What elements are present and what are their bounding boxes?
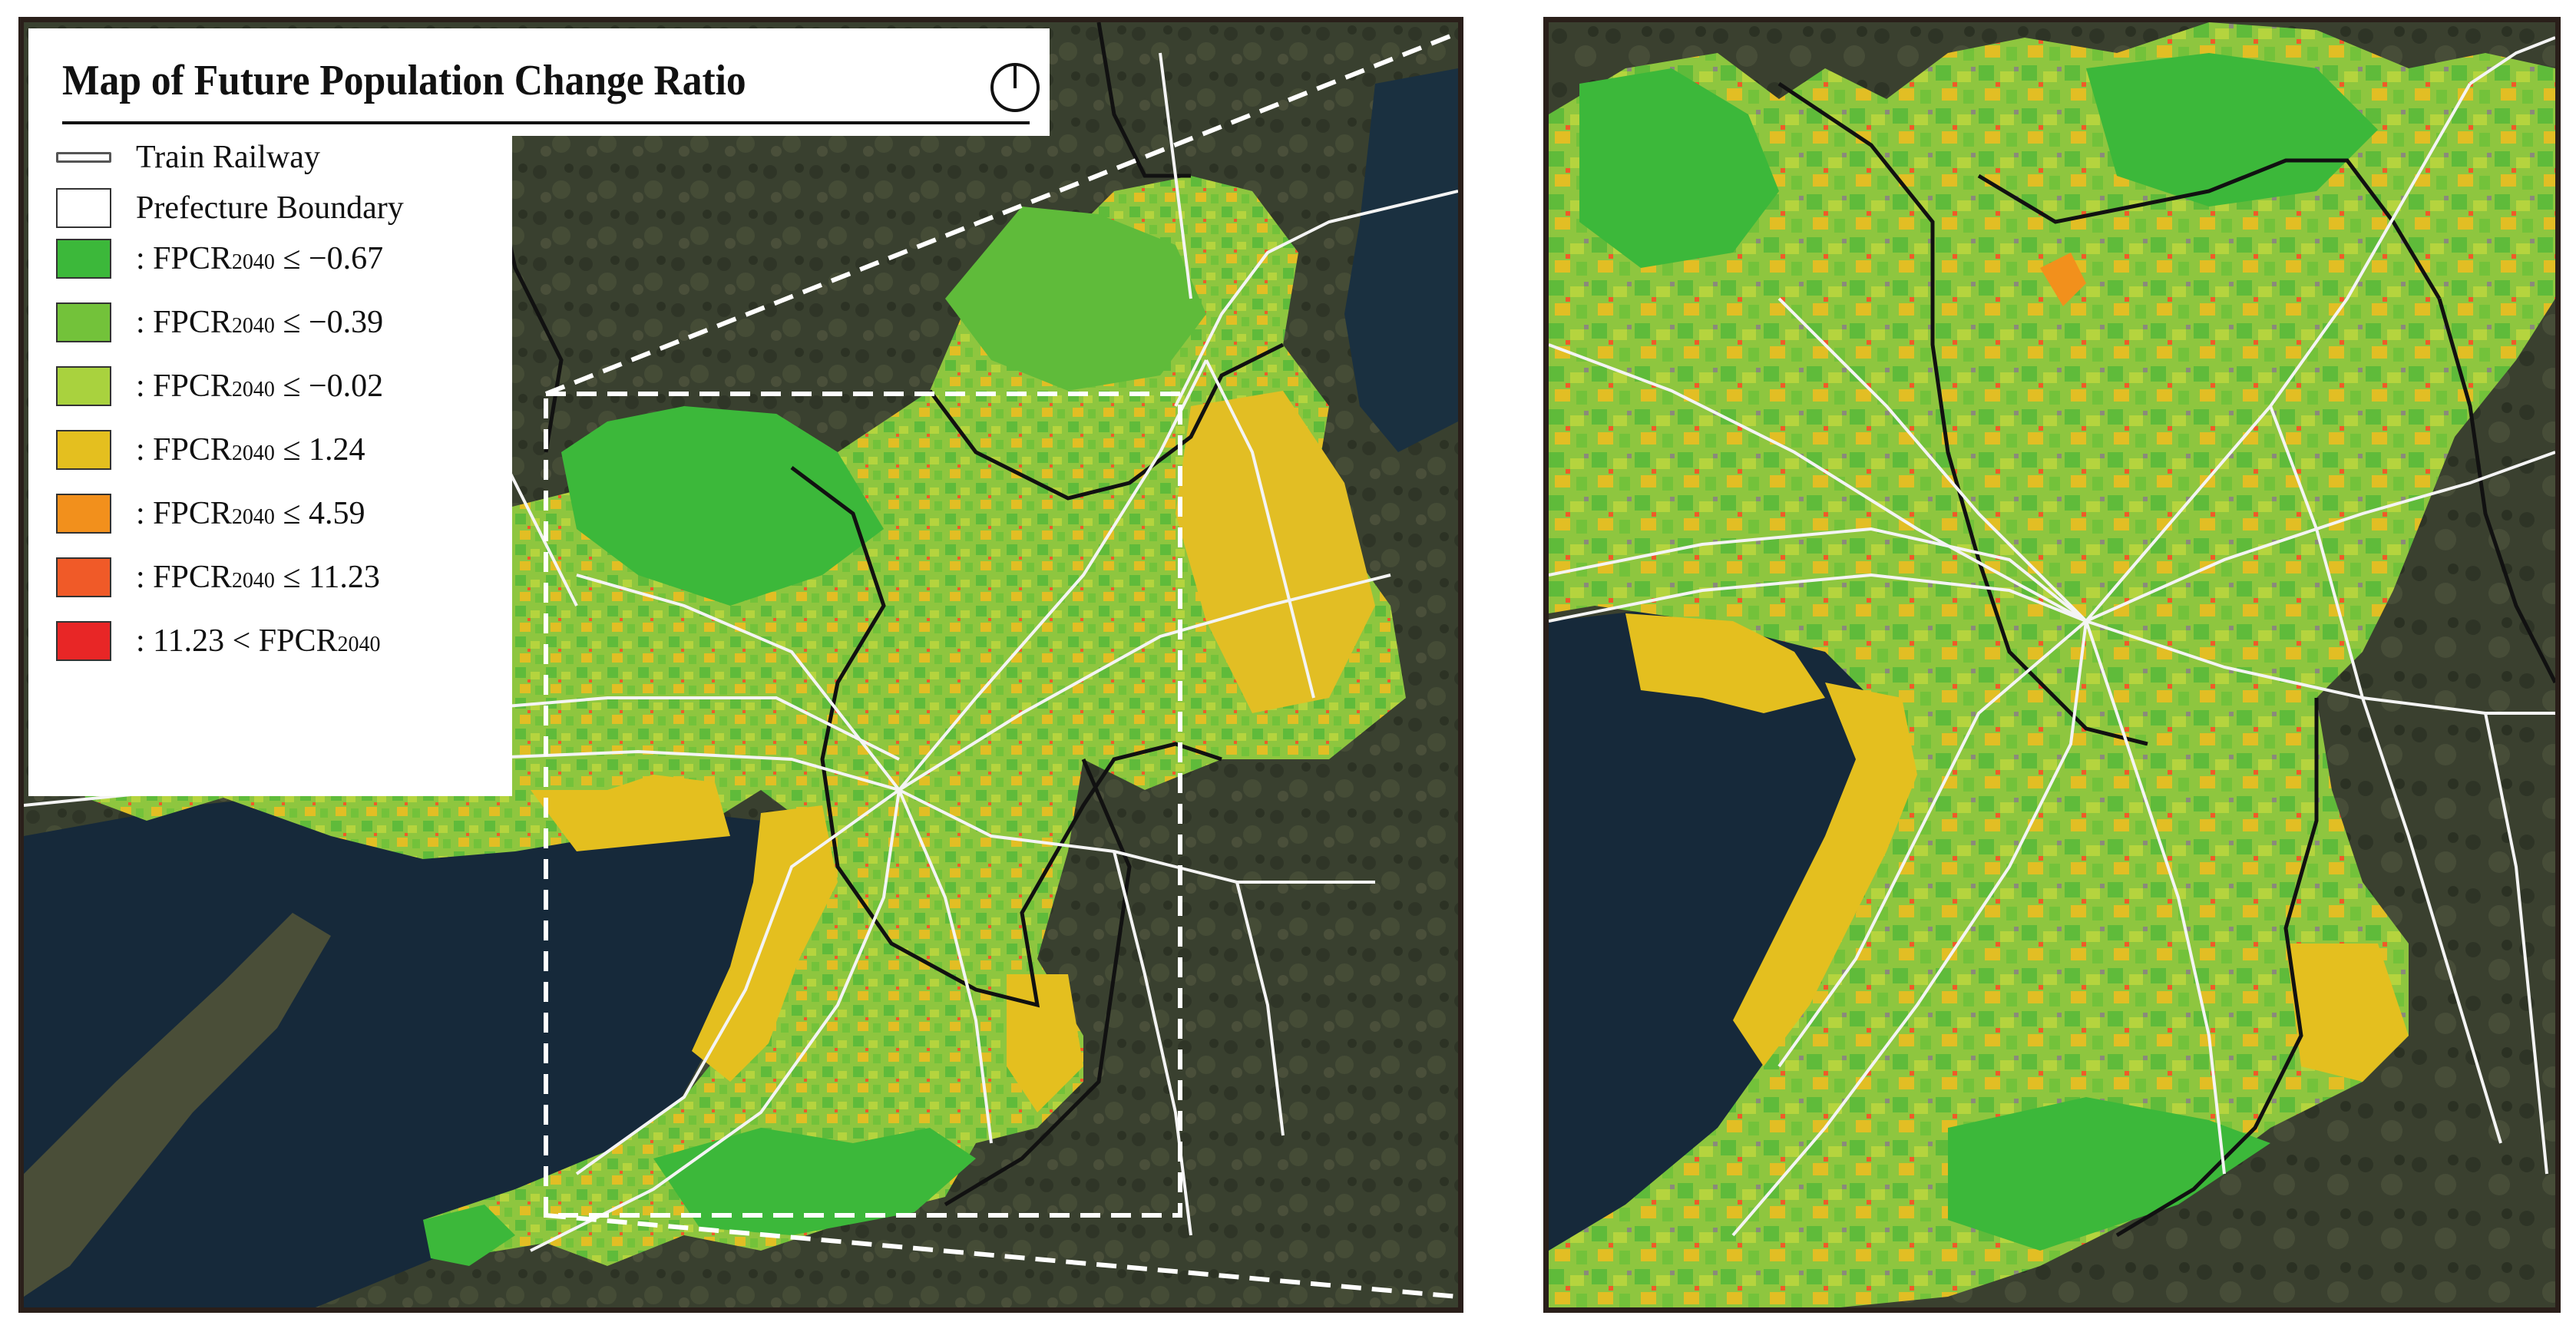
green-tip (423, 1205, 515, 1266)
detail-train-railways (1549, 36, 2555, 1237)
zoom-extent-box (544, 392, 1182, 1218)
legend-label: : FPCR2040 ≤ −0.39 (136, 305, 384, 340)
legend-item: : FPCR2040 ≤ −0.67 (56, 236, 383, 282)
prefecture-boundaries (482, 22, 1285, 1207)
detail-green-south (1948, 1097, 2270, 1251)
compass-icon (990, 63, 1040, 112)
railway-line-icon (56, 152, 111, 163)
yellow-coast (692, 805, 838, 1082)
yellow-zone-northeast (1176, 391, 1375, 713)
color-swatch (56, 302, 111, 342)
map-legend: Map of Future Population Change Ratio Tr… (28, 28, 1050, 796)
legend-label: Train Railway (136, 140, 320, 175)
detail-map-panel[interactable] (1543, 17, 2561, 1313)
color-swatch (56, 494, 111, 534)
legend-label: : FPCR2040 ≤ −0.67 (136, 241, 384, 276)
map-title: Map of Future Population Change Ratio (62, 57, 746, 104)
detail-yellow-coast (1625, 613, 1825, 713)
detail-yellow-south (2286, 944, 2409, 1082)
detail-bay-sea (1549, 606, 1910, 1251)
title-underline (62, 121, 1030, 124)
awaji-island (24, 913, 331, 1297)
green-zone-north (561, 406, 884, 606)
legend-label: : FPCR2040 ≤ 1.24 (136, 432, 365, 468)
osaka-bay-sea (24, 782, 792, 1307)
region-choropleth (70, 176, 1406, 1266)
legend-label: Prefecture Boundary (136, 190, 404, 226)
detail-yellow-coast-2 (1733, 683, 1917, 1066)
color-swatch (56, 239, 111, 279)
legend-item: : FPCR2040 ≤ 1.24 (56, 427, 365, 473)
legend-item: : FPCR2040 ≤ −0.02 (56, 363, 383, 409)
yellow-kobe-coast (531, 775, 730, 851)
overview-map-panel[interactable]: Map of Future Population Change Ratio Tr… (18, 17, 1463, 1313)
legend-item: : FPCR2040 ≤ −0.39 (56, 299, 383, 345)
legend-label: : FPCR2040 ≤ 11.23 (136, 560, 380, 595)
color-swatch (56, 366, 111, 406)
green-south (653, 1128, 976, 1235)
legend-label: : FPCR2040 ≤ 4.59 (136, 496, 365, 531)
detail-green-north (1579, 68, 1779, 268)
legend-item: : 11.23 < FPCR2040 (56, 618, 381, 664)
zoom-leader-top (544, 31, 1458, 396)
detail-map (1549, 22, 2555, 1307)
legend-label: : FPCR2040 ≤ −0.02 (136, 369, 384, 404)
detail-prefecture-boundaries (1777, 81, 2555, 1238)
color-swatch (56, 430, 111, 470)
lake-biwa (1344, 68, 1458, 452)
yellow-south (1007, 974, 1083, 1112)
legend-item: Train Railway (56, 134, 320, 180)
legend-label: : 11.23 < FPCR2040 (136, 623, 381, 659)
detail-green-northeast (2086, 53, 2378, 207)
legend-title-panel (28, 28, 1050, 136)
boundary-box-icon (56, 188, 111, 228)
legend-item: Prefecture Boundary (56, 185, 404, 231)
overview-map (24, 22, 1458, 1307)
legend-item: : FPCR2040 ≤ 4.59 (56, 491, 365, 537)
green-zone-kyoto (945, 207, 1206, 391)
detail-orange-spot (2040, 253, 2086, 306)
color-swatch (56, 621, 111, 661)
color-swatch (56, 557, 111, 597)
legend-item: : FPCR2040 ≤ 11.23 (56, 554, 380, 600)
